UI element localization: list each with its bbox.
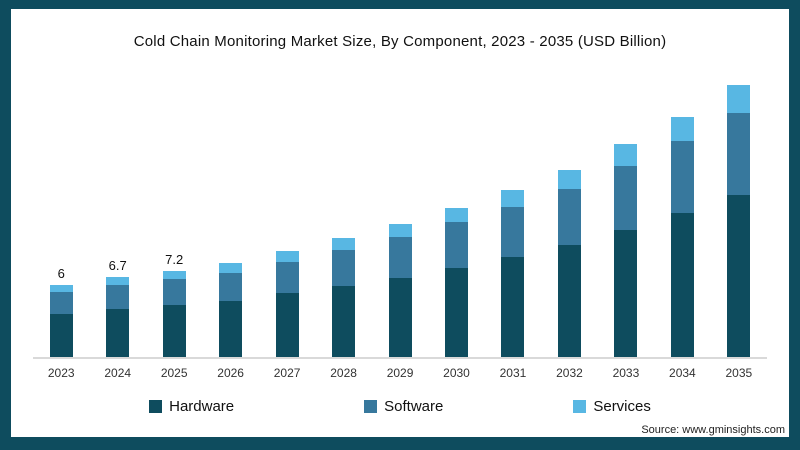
x-tick-label: 2027 [273, 366, 301, 380]
segment-services [501, 190, 525, 207]
segment-services [219, 263, 243, 273]
bar-2024: 6.7 [89, 65, 145, 357]
segment-hardware [501, 257, 525, 357]
bar-2029 [372, 65, 428, 357]
segment-services [670, 117, 694, 141]
segment-software [501, 207, 525, 257]
segment-software [670, 141, 694, 213]
segment-software [614, 166, 638, 230]
legend-label: Hardware [169, 398, 235, 415]
legend-swatch-icon [573, 400, 587, 413]
x-tick-label: 2028 [330, 366, 357, 380]
bar-2033 [598, 65, 654, 357]
x-tick-label: 2035 [725, 366, 753, 380]
x-tick-label: 2034 [669, 366, 696, 380]
x-tick-label: 2031 [499, 366, 527, 380]
segment-software [388, 237, 412, 278]
segment-software [219, 273, 243, 301]
segment-services [445, 208, 469, 222]
plot-area: 6 6.7 7.2 [33, 65, 767, 359]
segment-hardware [275, 293, 299, 357]
plot-wrap: 6 6.7 7.2 2023 2024 2025 2026 2027 2028 2029 2030… [33, 65, 767, 380]
segment-hardware [670, 213, 694, 357]
bar-2034 [654, 65, 710, 357]
segment-hardware [162, 305, 186, 357]
x-tick-label: 2025 [160, 366, 188, 380]
bar-2030 [428, 65, 484, 357]
legend-swatch-icon [149, 400, 163, 413]
x-tick-label: 2030 [443, 366, 470, 380]
bar-value-label: 6 [57, 266, 65, 281]
segment-services [557, 170, 581, 189]
segment-software [49, 292, 73, 314]
segment-services [106, 277, 130, 285]
bar-2025: 7.2 [146, 65, 202, 357]
source-text: Source: www.gminsights.com [641, 424, 785, 436]
x-tick-label: 2024 [104, 366, 132, 380]
segment-services [332, 238, 356, 250]
x-tick-label: 2032 [556, 366, 583, 380]
bar-2032 [541, 65, 597, 357]
segment-hardware [388, 278, 412, 357]
segment-software [557, 189, 581, 245]
segment-services [275, 251, 299, 262]
x-tick-label: 2033 [612, 366, 640, 380]
bar-2023: 6 [33, 65, 89, 357]
segment-hardware [49, 314, 73, 357]
segment-software [162, 279, 186, 305]
segment-hardware [219, 301, 243, 357]
bar-2031 [485, 65, 541, 357]
x-tick-label: 2023 [47, 366, 75, 380]
segment-hardware [332, 286, 356, 357]
segment-hardware [614, 230, 638, 357]
x-tick-label: 2026 [217, 366, 244, 380]
segment-services [614, 144, 638, 166]
segment-software [445, 222, 469, 268]
segment-software [275, 262, 299, 293]
chart-title: Cold Chain Monitoring Market Size, By Co… [133, 33, 667, 50]
bar-value-label: 7.2 [165, 252, 184, 267]
legend-item-software: Software [364, 398, 443, 415]
legend-swatch-icon [364, 400, 378, 413]
legend-label: Software [384, 398, 444, 415]
segment-software [106, 285, 130, 309]
bar-2028 [315, 65, 371, 357]
legend-item-hardware: Hardware [149, 398, 234, 415]
segment-software [332, 250, 356, 286]
segment-services [727, 85, 751, 113]
bar-2027 [259, 65, 315, 357]
legend: Hardware Software Services [11, 398, 789, 415]
segment-hardware [445, 268, 469, 357]
segment-hardware [557, 245, 581, 357]
bar-2035 [711, 65, 767, 357]
legend-label: Services [593, 398, 651, 415]
legend-item-services: Services [573, 398, 651, 415]
segment-services [162, 271, 186, 279]
x-axis-labels: 2023 2024 2025 2026 2027 2028 2029 2030 2031 2032… [33, 366, 767, 380]
bar-2026 [202, 65, 258, 357]
segment-services [388, 224, 412, 237]
segment-hardware [727, 195, 751, 357]
segment-hardware [106, 309, 130, 357]
x-tick-label: 2029 [386, 366, 414, 380]
segment-services [49, 285, 73, 292]
segment-software [727, 113, 751, 195]
bar-value-label: 6.7 [108, 258, 127, 273]
